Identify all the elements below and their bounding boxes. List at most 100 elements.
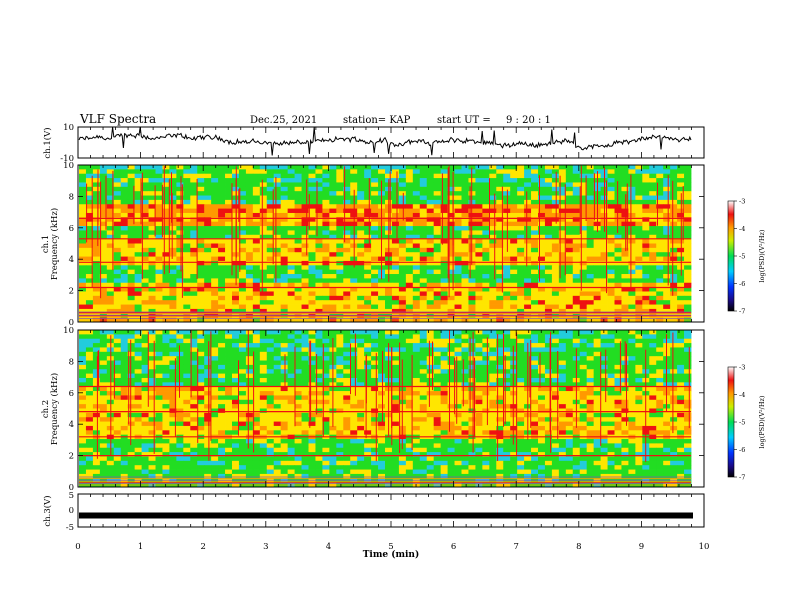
spectrogram-cell xyxy=(579,178,588,183)
spectrogram-cell xyxy=(391,347,400,353)
spectrogram-cell xyxy=(551,191,560,196)
spectrogram-cell xyxy=(544,395,553,401)
spectrogram-cell xyxy=(607,330,615,335)
spectrogram-cell xyxy=(211,274,219,279)
spectrogram-cell xyxy=(134,208,142,214)
spectrogram-cell xyxy=(322,208,330,214)
spectrogram-cell xyxy=(621,199,629,205)
spectrogram-cell xyxy=(468,308,476,314)
spectrogram-cell xyxy=(614,226,622,231)
spectrogram-cell xyxy=(127,356,136,361)
spectrogram-cell xyxy=(266,287,275,292)
spectrogram-cell xyxy=(301,265,309,271)
spectrogram-cell xyxy=(607,252,615,257)
spectrogram-cell xyxy=(385,330,393,335)
spectrogram-cell xyxy=(99,386,108,392)
spectrogram-cell xyxy=(579,391,588,396)
spectrogram-cell xyxy=(364,252,372,257)
spectrogram-cell xyxy=(496,204,504,210)
spectrogram-cell xyxy=(572,217,581,223)
spectrogram-cell xyxy=(475,278,483,284)
spectrogram-cell xyxy=(176,169,184,175)
spectrogram-cell xyxy=(454,221,462,227)
spectrogram-cell xyxy=(391,173,400,179)
spectrogram-cell xyxy=(586,265,595,271)
spectrogram-cell xyxy=(544,282,553,288)
spectrogram-cell xyxy=(218,304,226,310)
spectrogram-cell xyxy=(79,382,87,388)
spectrogram-cell xyxy=(447,182,455,188)
spectrogram-cell xyxy=(461,182,469,188)
spectrogram-cell xyxy=(600,347,608,353)
spectrogram-cell xyxy=(176,165,184,170)
spectrogram-cell xyxy=(162,165,170,170)
spectrogram-cell xyxy=(301,399,309,405)
spectrogram-cell xyxy=(579,347,588,353)
spectrogram-cell xyxy=(252,351,261,357)
spectrogram-cell xyxy=(357,191,365,196)
spectrogram-cell xyxy=(405,265,414,271)
spectrogram-cell xyxy=(551,243,560,249)
spectrogram-cell xyxy=(162,199,170,205)
spectrogram-cell xyxy=(607,169,615,175)
spectrogram-cell xyxy=(475,256,483,262)
spectrogram-cell xyxy=(162,208,170,214)
spectrogram-cell xyxy=(677,256,685,262)
spectrogram-cell xyxy=(127,295,136,301)
spectrogram-cell xyxy=(259,178,268,183)
spectrogram-cell xyxy=(684,178,692,183)
spectrogram-cell xyxy=(635,360,643,366)
spectrogram-cell xyxy=(204,382,212,388)
spectrogram-cell xyxy=(259,395,268,401)
spectrogram-cell xyxy=(197,369,205,375)
spectrogram-cell xyxy=(127,308,136,314)
spectrogram-cell xyxy=(329,256,337,262)
spectrogram-cell xyxy=(642,191,650,196)
spectrogram-cell xyxy=(148,351,156,357)
spectrogram-cell xyxy=(419,265,428,271)
spectrogram-cell xyxy=(461,247,469,253)
spectrogram-cell xyxy=(301,204,309,210)
spectrogram-cell xyxy=(496,369,504,375)
spectrogram-cell xyxy=(579,399,588,405)
spectrogram-cell xyxy=(141,252,149,257)
spectrogram-cell xyxy=(482,295,490,301)
spectrogram-cell xyxy=(134,369,142,375)
spectrogram-cell xyxy=(475,234,483,240)
spectrogram-cell xyxy=(684,369,692,375)
spectrogram-cell xyxy=(398,347,407,353)
spectrogram-cell xyxy=(294,221,302,227)
spectrogram-cell xyxy=(141,173,149,179)
spectrogram-cell xyxy=(489,386,497,392)
spectrogram-cell xyxy=(447,351,455,357)
spectrogram-cell xyxy=(447,278,455,284)
ch1-colorbar-bar xyxy=(727,200,735,312)
spectrogram-cell xyxy=(600,382,608,388)
spectrogram-cell xyxy=(426,338,435,344)
spectrogram-cell xyxy=(266,199,275,205)
spectrogram-cell xyxy=(155,269,163,275)
spectrogram-cell xyxy=(280,182,289,188)
spectrogram-cell xyxy=(489,260,497,266)
spectrogram-cell xyxy=(329,208,337,214)
spectrogram-cell xyxy=(496,308,504,314)
spectrogram-cell xyxy=(544,347,553,353)
spectrogram-cell xyxy=(677,234,685,240)
spectrogram-cell xyxy=(405,195,414,201)
spectrogram-cell xyxy=(684,291,692,297)
spectrogram-cell xyxy=(336,217,344,223)
spectrogram-cell xyxy=(558,295,567,301)
spectrogram-cell xyxy=(79,182,87,188)
spectrogram-cell xyxy=(211,239,219,244)
spectrogram-cell xyxy=(343,208,351,214)
spectrogram-cell xyxy=(287,247,295,253)
spectrogram-cell xyxy=(670,204,678,210)
spectrogram-cell xyxy=(607,217,615,223)
spectrogram-cell xyxy=(183,364,191,370)
spectrogram-cell xyxy=(134,308,142,314)
spectrogram-cell xyxy=(531,369,539,375)
spectrogram-cell xyxy=(343,351,351,357)
spectrogram-cell xyxy=(364,186,372,192)
spectrogram-cell xyxy=(663,295,671,301)
spectrogram-cell xyxy=(259,343,268,348)
